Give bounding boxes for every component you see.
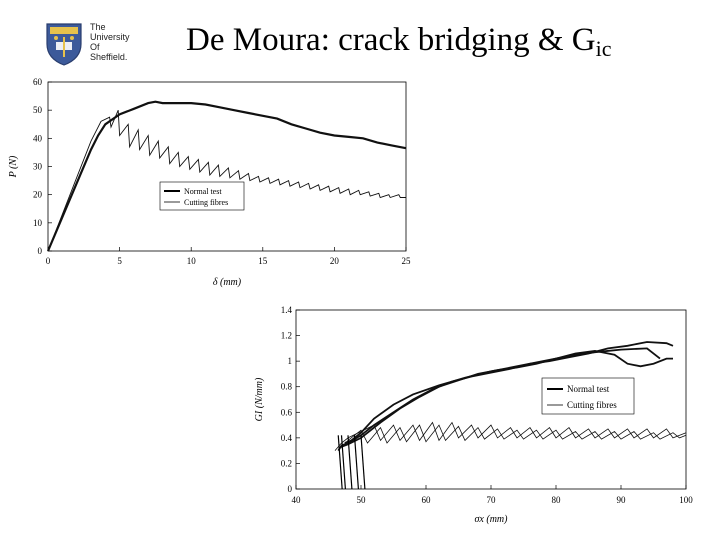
y-tick-label: 0 <box>38 246 43 256</box>
x-tick-label: 60 <box>422 495 432 505</box>
x-tick-label: 0 <box>46 256 51 266</box>
logo-line-4: Sheffield. <box>90 52 128 62</box>
y-tick-label: 0 <box>288 484 293 494</box>
x-tick-label: 90 <box>617 495 627 505</box>
y-tick-label: 30 <box>33 162 43 172</box>
series-line <box>344 347 661 444</box>
initiation-drop-line <box>360 435 366 490</box>
x-tick-label: 50 <box>357 495 367 505</box>
series-line <box>47 110 406 252</box>
logo-line-1: The <box>90 22 106 32</box>
y-tick-label: 0.8 <box>281 382 293 392</box>
x-axis-label: σx (mm) <box>475 514 509 525</box>
y-tick-label: 50 <box>33 105 43 115</box>
initiation-drop-line <box>337 435 343 490</box>
series-line <box>46 100 407 252</box>
x-axis-label: δ (mm) <box>213 277 242 288</box>
initiation-drop-line <box>347 435 353 490</box>
series-line <box>341 424 687 449</box>
load-displacement-chart: 0 5 10 15 20 25 0 10 20 30 40 50 60 δ (mm) P (N) Normal… <box>8 77 412 288</box>
y-tick-label: 1 <box>288 356 293 366</box>
slide-title-subscript: ic <box>595 36 612 61</box>
y-tick-label: 0.6 <box>281 407 293 417</box>
y-tick-label: 40 <box>33 133 43 143</box>
slide-title-main: De Moura: crack bridging & G <box>186 22 596 58</box>
series-line <box>334 421 687 451</box>
legend-label: Normal test <box>184 187 222 196</box>
x-tick-label: 25 <box>402 256 412 266</box>
logo-line-3: Of <box>90 42 100 52</box>
y-tick-label: 60 <box>33 77 43 87</box>
legend-label: Cutting fibres <box>567 400 617 410</box>
series-line <box>337 341 674 452</box>
y-axis-label: GI (N/mm) <box>254 377 265 421</box>
plot-frame <box>47 81 407 252</box>
legend-box <box>159 181 245 211</box>
y-tick-label: 0.2 <box>281 458 292 468</box>
y-tick-label: 20 <box>33 190 43 200</box>
x-tick-label: 80 <box>552 495 562 505</box>
initiation-drop-line <box>340 435 346 490</box>
legend-label: Normal test <box>567 384 610 394</box>
y-tick-label: 1.2 <box>281 331 292 341</box>
y-axis-label: P (N) <box>8 155 19 178</box>
slide-title: De Moura: crack bridging & Gic <box>186 22 686 62</box>
legend-label: Cutting fibres <box>184 198 228 207</box>
fracture-energy-chart: 40 50 60 70 80 90 100 0 0.2 0.4 0.6 0.8 1 1.2 1.4 σx (m… <box>254 305 693 525</box>
x-tick-label: 70 <box>487 495 497 505</box>
x-tick-label: 10 <box>187 256 197 266</box>
x-tick-label: 20 <box>330 256 340 266</box>
x-tick-label: 5 <box>117 256 122 266</box>
series-line <box>341 349 673 448</box>
x-tick-label: 100 <box>679 495 693 505</box>
y-tick-label: 10 <box>33 218 43 228</box>
y-tick-label: 1.4 <box>281 305 293 315</box>
y-tick-label: 0.4 <box>281 433 293 443</box>
initiation-drop-line <box>353 435 359 490</box>
x-tick-label: 40 <box>292 495 302 505</box>
x-tick-label: 15 <box>258 256 268 266</box>
logo-line-2: University <box>90 32 130 42</box>
legend-box <box>541 377 635 415</box>
crest-icon <box>46 23 82 66</box>
university-logo: The University Of Sheffield. <box>44 20 144 68</box>
